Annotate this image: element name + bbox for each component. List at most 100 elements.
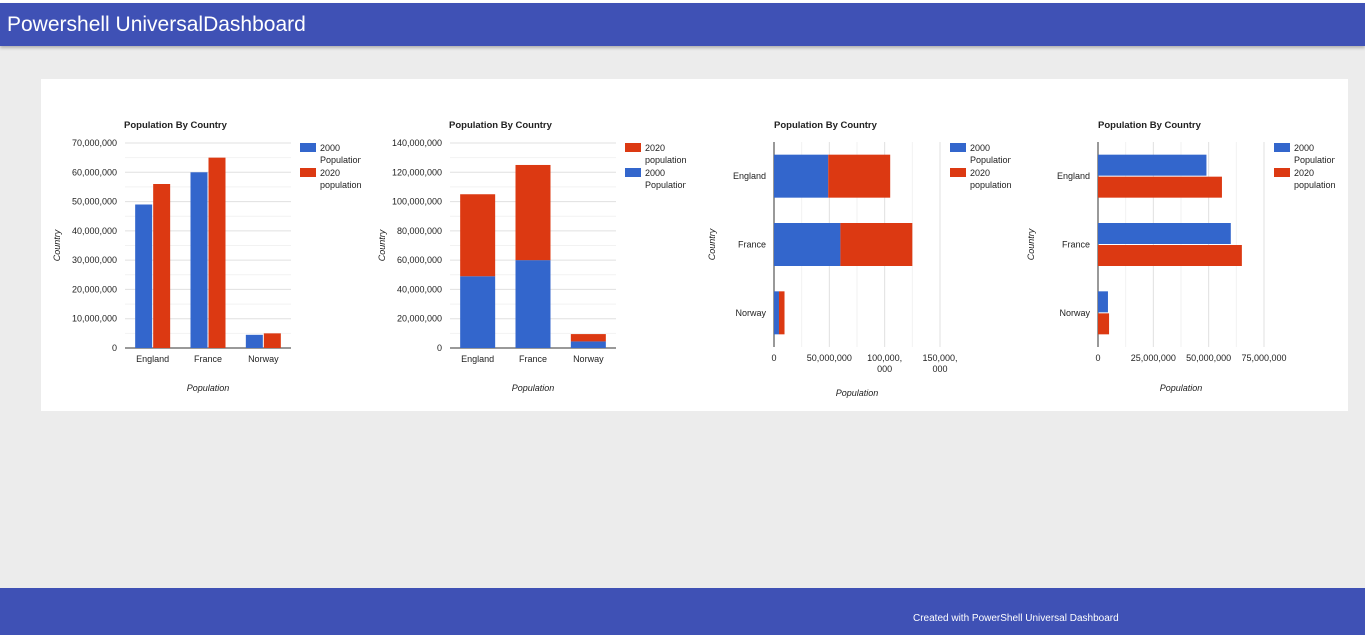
bar-england-2000	[135, 204, 153, 348]
y-tick-label: 60,000,000	[397, 255, 442, 265]
y-tick-label: 30,000,000	[72, 255, 117, 265]
y-tick-label: France	[738, 240, 766, 250]
y-tick-label: 40,000,000	[72, 226, 117, 236]
legend-label: 2020 population	[970, 168, 1011, 190]
bar-norway-2020	[570, 334, 606, 342]
y-tick-label: 70,000,000	[72, 138, 117, 148]
legend-label: 2020 population	[320, 168, 361, 190]
x-tick-label: 50,000,000	[807, 353, 852, 363]
footer: Created with PowerShell Universal Dashbo…	[0, 588, 1365, 635]
footer-credit: Created with PowerShell Universal Dashbo…	[913, 613, 1119, 624]
bar-norway-2020	[778, 291, 785, 335]
x-tick-label: 150,000, 000	[922, 353, 957, 374]
bar-france-2000	[1098, 223, 1231, 244]
chart-legend: 2020 population 2000 Population	[625, 143, 686, 190]
bar-england-2000	[774, 154, 829, 198]
y-tick-label: 100,000,000	[392, 197, 442, 207]
legend-swatch	[1274, 168, 1290, 177]
legend-swatch	[950, 168, 966, 177]
chart-title: Population By Country	[774, 120, 878, 131]
y-tick-label: Norway	[735, 308, 766, 318]
bar-england-2020	[153, 184, 171, 348]
bar-england-2000	[460, 276, 496, 348]
y-tick-label: 10,000,000	[72, 314, 117, 324]
bar-france-2020	[208, 157, 226, 348]
legend-swatch	[625, 168, 641, 177]
x-tick-label: 0	[771, 353, 776, 363]
bar-england-2020	[460, 194, 496, 277]
legend-label: 2020 population	[645, 143, 686, 165]
x-axis-title: Population	[836, 388, 879, 398]
y-tick-label: Norway	[1059, 308, 1090, 318]
bar-norway-2000	[570, 341, 606, 348]
y-tick-label: 80,000,000	[397, 226, 442, 236]
legend-swatch	[300, 168, 316, 177]
legend-label: 2000 Population	[1294, 143, 1335, 165]
x-tick-label: France	[519, 354, 547, 364]
bar-norway-2020	[1098, 313, 1110, 335]
bar-france-2020	[515, 164, 551, 261]
y-tick-label: 60,000,000	[72, 167, 117, 177]
legend-swatch	[300, 143, 316, 152]
y-tick-label: 0	[112, 343, 117, 353]
x-tick-label: 100,000, 000	[867, 353, 902, 374]
app-title[interactable]: Powershell UniversalDashboard	[7, 13, 306, 36]
chart-title: Population By Country	[1098, 120, 1202, 131]
bar-france-2020	[840, 223, 913, 266]
bar-france-2000	[515, 260, 551, 348]
legend-swatch	[1274, 143, 1290, 152]
chart-column-stacked: Population By Country 0 20,000,000 40,000,0…	[366, 79, 686, 411]
chart-svg: Population By Country 0 20,000,000 40,000,0…	[377, 120, 686, 393]
x-tick-label: Norway	[573, 354, 604, 364]
chart-bar-stacked: Population By Country 0 50,000,000 100,000,…	[691, 79, 1011, 411]
bar-france-2000	[190, 172, 208, 348]
y-tick-label: 50,000,000	[72, 197, 117, 207]
x-tick-label: 0	[1095, 353, 1100, 363]
chart-svg: Population By Country 0 50,000,000 100,000,…	[707, 120, 1011, 398]
y-axis-title: Country	[52, 229, 62, 261]
chart-svg: Population By Country 0 10,000,000 20,000,0…	[52, 120, 361, 393]
chart-legend: 2000 Population 2020 population	[1274, 143, 1335, 190]
y-tick-label: France	[1062, 240, 1090, 250]
x-tick-label: England	[461, 354, 494, 364]
x-tick-label: Norway	[248, 354, 279, 364]
y-tick-label: England	[1057, 171, 1090, 181]
y-tick-label: 20,000,000	[397, 314, 442, 324]
charts-card: Population By Country 0 10,000,000 20,000,0…	[41, 79, 1348, 411]
chart-title: Population By Country	[124, 120, 228, 131]
x-axis-title: Population	[512, 383, 555, 393]
x-tick-label: 25,000,000	[1131, 353, 1176, 363]
bar-norway-2000	[245, 334, 263, 348]
legend-swatch	[950, 143, 966, 152]
bar-norway-2000	[774, 291, 779, 335]
legend-label: 2000 Population	[970, 143, 1011, 165]
y-tick-label: 0	[437, 343, 442, 353]
x-axis-title: Population	[187, 383, 230, 393]
chart-column-grouped: Population By Country 0 10,000,000 20,000,0…	[41, 79, 361, 411]
chart-bar-grouped: Population By Country 0 25,000,000 50,000,0…	[1015, 79, 1335, 411]
x-tick-label: England	[136, 354, 169, 364]
bar-england-2000	[1098, 154, 1207, 176]
bar-norway-2020	[263, 333, 281, 348]
y-tick-label: 40,000,000	[397, 284, 442, 294]
chart-svg: Population By Country 0 25,000,000 50,000,0…	[1026, 120, 1335, 393]
legend-label: 2000 Population	[320, 143, 361, 165]
chart-legend: 2000 Population 2020 population	[950, 143, 1011, 190]
y-axis-title: Country	[1026, 228, 1036, 260]
y-axis-title: Country	[707, 228, 717, 260]
chart-title: Population By Country	[449, 120, 553, 131]
y-tick-label: England	[733, 171, 766, 181]
bar-norway-2000	[1098, 291, 1108, 313]
y-tick-label: 120,000,000	[392, 167, 442, 177]
x-axis-title: Population	[1160, 383, 1203, 393]
bar-england-2020	[828, 154, 891, 198]
legend-label: 2020 population	[1294, 168, 1335, 190]
x-tick-label: France	[194, 354, 222, 364]
bar-england-2020	[1098, 176, 1222, 198]
bar-france-2020	[1098, 245, 1242, 266]
y-tick-label: 20,000,000	[72, 284, 117, 294]
bar-france-2000	[774, 223, 841, 266]
x-tick-label: 50,000,000	[1186, 353, 1231, 363]
y-axis-title: Country	[377, 229, 387, 261]
chart-legend: 2000 Population 2020 population	[300, 143, 361, 190]
